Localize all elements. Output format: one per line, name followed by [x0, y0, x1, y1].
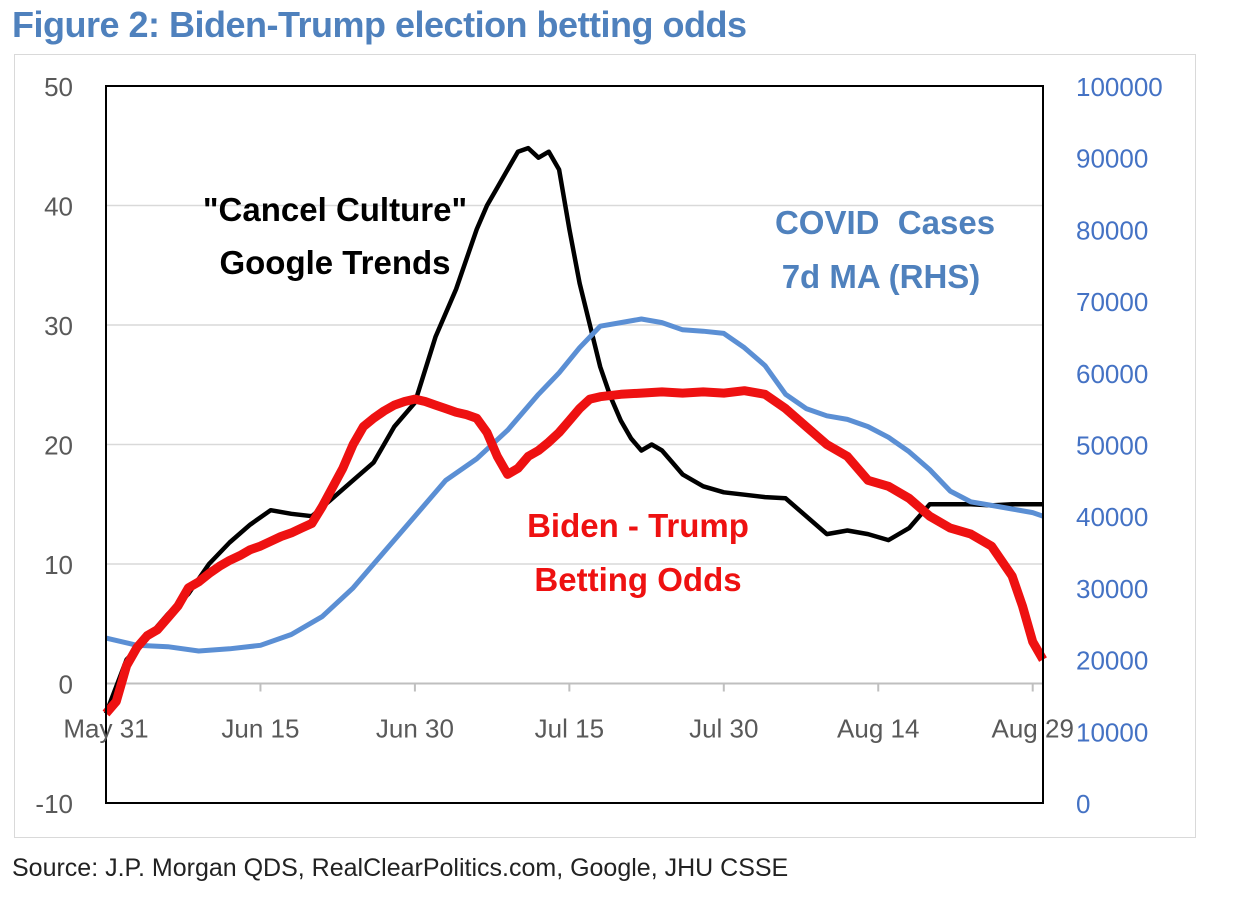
annotation-betting-line2: Betting Odds — [534, 561, 741, 598]
plot-area-border — [105, 85, 1044, 804]
y-left-tick-label: 50 — [44, 72, 73, 102]
y-right-tick-label: 60000 — [1076, 359, 1148, 389]
y-right-tick-label: 30000 — [1076, 574, 1148, 604]
x-tick-label: Jul 30 — [689, 714, 758, 744]
y-right-tick-label: 100000 — [1076, 72, 1163, 102]
chart-frame — [14, 54, 1196, 838]
y-left-tick-label: -10 — [35, 789, 73, 819]
series-line-cancel-culture — [103, 145, 1043, 715]
y-right-tick-label: 80000 — [1076, 215, 1148, 245]
y-right-tick-label: 70000 — [1076, 287, 1148, 317]
axis-ticks: 50403020100-1010000090000800007000060000… — [35, 72, 1162, 819]
grid-lines — [105, 204, 1043, 692]
y-right-tick-label: 10000 — [1076, 717, 1148, 747]
y-right-tick-label: 20000 — [1076, 646, 1148, 676]
series-lines — [102, 145, 1047, 717]
x-tick-label: Aug 14 — [837, 714, 919, 744]
x-tick-label: Jun 15 — [221, 714, 299, 744]
y-right-tick-label: 90000 — [1076, 144, 1148, 174]
y-left-tick-label: 30 — [44, 311, 73, 341]
y-right-tick-label: 40000 — [1076, 502, 1148, 532]
annotation-covid-line2: 7d MA (RHS) — [782, 258, 981, 295]
figure-title: Figure 2: Biden-Trump election betting o… — [12, 4, 747, 45]
annotation-covid-line1: COVID Cases — [775, 204, 995, 241]
y-right-tick-label: 0 — [1076, 789, 1090, 819]
x-tick-label: Jul 15 — [535, 714, 604, 744]
y-left-tick-label: 40 — [44, 192, 73, 222]
y-left-tick-label: 10 — [44, 550, 73, 580]
x-tick-label: May 31 — [63, 714, 148, 744]
source-note: Source: J.P. Morgan QDS, RealClearPoliti… — [12, 854, 789, 882]
y-left-tick-label: 20 — [44, 431, 73, 461]
series-line-betting-odds — [102, 386, 1047, 717]
annotation-cancel-culture-line2: Google Trends — [219, 244, 450, 281]
x-tick-label: Jun 30 — [376, 714, 454, 744]
y-left-tick-label: 0 — [59, 670, 73, 700]
annotation-betting-line1: Biden - Trump — [527, 507, 749, 544]
x-tick-label: Aug 29 — [992, 714, 1074, 744]
y-right-tick-label: 50000 — [1076, 431, 1148, 461]
annotation-cancel-culture-line1: "Cancel Culture" — [203, 191, 467, 228]
series-line-covid-cases — [105, 316, 1044, 654]
